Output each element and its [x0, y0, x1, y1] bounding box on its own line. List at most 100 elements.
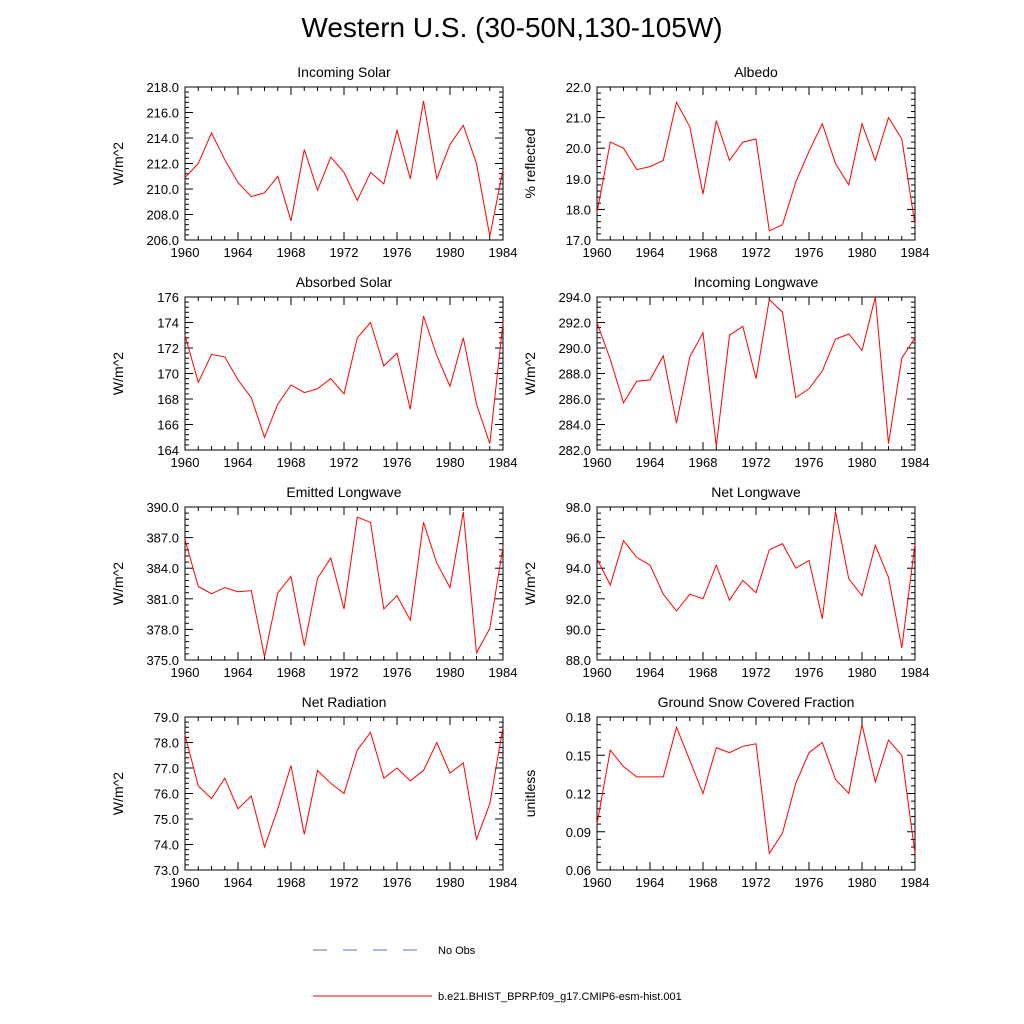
x-tick-label: 1960: [171, 245, 200, 260]
x-tick-label: 1976: [383, 455, 412, 470]
x-tick-label: 1976: [383, 665, 412, 680]
x-tick-label: 1964: [224, 875, 253, 890]
y-tick-label: 98.0: [566, 500, 591, 515]
x-tick-label: 1984: [901, 245, 930, 260]
y-tick-label: 384.0: [146, 561, 179, 576]
chart-panel: Absorbed Solar W/m^2 1960 1964 1968 1972 1976 1…: [110, 274, 517, 470]
y-tick-label: 208.0: [146, 208, 179, 223]
chart-title: Absorbed Solar: [296, 274, 393, 290]
chart-panel: Emitted Longwave W/m^2 1960 1964 1968 1972 197…: [110, 484, 517, 680]
x-tick-label: 1968: [689, 665, 718, 680]
chart-panel: Incoming Longwave W/m^2 1960 1964 1968 1972 19…: [522, 274, 929, 470]
x-tick-label: 1980: [436, 665, 465, 680]
page-title: Western U.S. (30-50N,130-105W): [301, 12, 723, 43]
series-line: [184, 315, 504, 444]
y-axis-label: % reflected: [522, 128, 538, 198]
chart-panel: Ground Snow Covered Fraction unitless 1960…: [522, 694, 929, 890]
x-tick-label: 1980: [848, 245, 877, 260]
y-tick-label: 294.0: [558, 290, 591, 305]
y-tick-label: 210.0: [146, 182, 179, 197]
y-tick-label: 77.0: [154, 761, 179, 776]
y-tick-label: 290.0: [558, 341, 591, 356]
x-tick-label: 1964: [636, 245, 665, 260]
y-tick-label: 174: [157, 316, 179, 331]
chart-title: Net Longwave: [711, 484, 801, 500]
x-tick-label: 1964: [636, 455, 665, 470]
x-tick-label: 1972: [330, 875, 359, 890]
y-tick-label: 0.15: [566, 748, 591, 763]
x-tick-label: 1964: [636, 665, 665, 680]
x-tick-label: 1972: [742, 875, 771, 890]
y-tick-label: 79.0: [154, 710, 179, 725]
x-tick-label: 1972: [330, 455, 359, 470]
plot-frame: [596, 296, 916, 451]
chart-panel: Net Radiation W/m^2 1960 1964 1968 1972 1976 19…: [110, 694, 517, 890]
x-tick-label: 1980: [848, 875, 877, 890]
x-tick-label: 1980: [848, 665, 877, 680]
y-tick-label: 166: [157, 418, 179, 433]
y-axis-label: W/m^2: [110, 352, 126, 395]
chart-title: Albedo: [734, 64, 778, 80]
y-tick-label: 286.0: [558, 392, 591, 407]
y-tick-label: 216.0: [146, 106, 179, 121]
x-tick-label: 1960: [171, 665, 200, 680]
y-axis-label: unitless: [522, 770, 538, 817]
chart-title: Incoming Solar: [297, 64, 391, 80]
y-axis-label: W/m^2: [522, 352, 538, 395]
y-tick-label: 375.0: [146, 653, 179, 668]
series-line: [596, 511, 916, 648]
y-tick-label: 96.0: [566, 531, 591, 546]
y-tick-label: 0.18: [566, 710, 591, 725]
series-line: [596, 100, 916, 232]
y-tick-label: 206.0: [146, 233, 179, 248]
y-tick-label: 172: [157, 341, 179, 356]
x-tick-label: 1960: [583, 455, 612, 470]
x-tick-label: 1960: [583, 245, 612, 260]
y-tick-label: 0.12: [566, 787, 591, 802]
y-tick-label: 17.0: [566, 233, 591, 248]
x-tick-label: 1984: [901, 455, 930, 470]
x-tick-label: 1964: [224, 245, 253, 260]
y-tick-label: 288.0: [558, 367, 591, 382]
x-tick-label: 1960: [171, 875, 200, 890]
x-tick-label: 1976: [383, 245, 412, 260]
y-tick-label: 90.0: [566, 622, 591, 637]
chart-panel: Albedo % reflected 1960 1964 1968 1972 1976 198…: [522, 64, 929, 260]
y-tick-label: 78.0: [154, 736, 179, 751]
y-tick-label: 20.0: [566, 141, 591, 156]
y-tick-label: 22.0: [566, 80, 591, 95]
y-tick-label: 0.06: [566, 863, 591, 878]
chart-title: Ground Snow Covered Fraction: [658, 694, 855, 710]
x-tick-label: 1972: [330, 245, 359, 260]
x-tick-label: 1968: [689, 245, 718, 260]
y-tick-label: 387.0: [146, 531, 179, 546]
plot-frame: [596, 716, 916, 871]
x-tick-label: 1980: [436, 875, 465, 890]
plot-frame: [596, 86, 916, 241]
plot-frame: [596, 506, 916, 661]
x-tick-label: 1960: [171, 455, 200, 470]
x-tick-label: 1960: [583, 875, 612, 890]
y-tick-label: 214.0: [146, 131, 179, 146]
x-tick-label: 1968: [277, 245, 306, 260]
y-tick-label: 176: [157, 290, 179, 305]
x-tick-label: 1976: [795, 875, 824, 890]
series-line: [184, 100, 504, 237]
x-tick-label: 1984: [489, 455, 518, 470]
x-tick-label: 1968: [689, 875, 718, 890]
x-tick-label: 1972: [742, 455, 771, 470]
x-tick-label: 1976: [795, 245, 824, 260]
x-tick-label: 1968: [277, 455, 306, 470]
chart-panel: Incoming Solar W/m^2 1960 1964 1968 1972 1976 1…: [110, 64, 517, 260]
y-tick-label: 170: [157, 367, 179, 382]
y-tick-label: 73.0: [154, 863, 179, 878]
y-tick-label: 292.0: [558, 316, 591, 331]
y-tick-label: 92.0: [566, 592, 591, 607]
series-line: [596, 296, 916, 447]
y-axis-label: W/m^2: [110, 142, 126, 185]
x-tick-label: 1964: [636, 875, 665, 890]
y-tick-label: 76.0: [154, 787, 179, 802]
x-tick-label: 1968: [277, 665, 306, 680]
chart-title: Net Radiation: [302, 694, 387, 710]
x-tick-label: 1968: [277, 875, 306, 890]
